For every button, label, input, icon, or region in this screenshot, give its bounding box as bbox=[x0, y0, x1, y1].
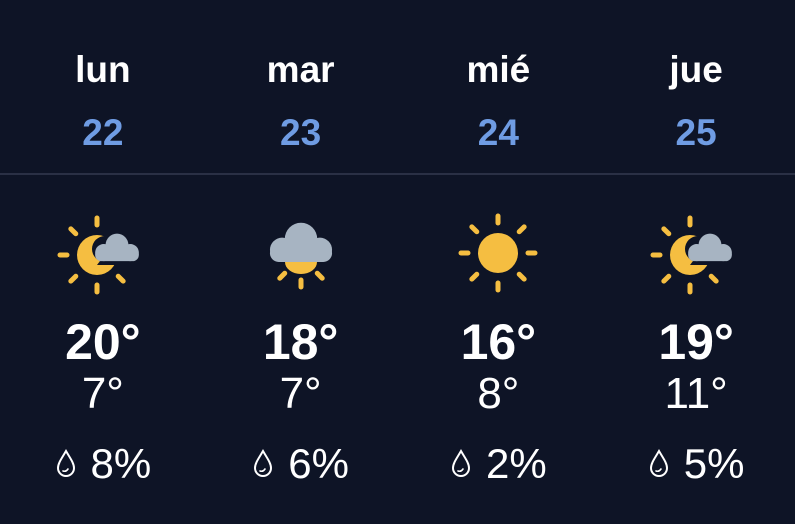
forecast-column: 18° 7° 6% bbox=[202, 205, 400, 489]
day-header-row: lun 22 mar 23 mié 24 jue 25 bbox=[0, 44, 795, 162]
day-column: jue 25 bbox=[597, 44, 795, 162]
cloudy-sun-below-icon bbox=[202, 205, 400, 301]
day-date: 23 bbox=[280, 112, 322, 153]
precip-value: 5% bbox=[683, 440, 745, 487]
day-column: mar 23 bbox=[202, 44, 400, 162]
partly-cloudy-icon bbox=[4, 205, 202, 301]
raindrop-icon bbox=[649, 449, 668, 477]
precip-value: 6% bbox=[288, 440, 349, 487]
precipitation: 2% bbox=[400, 439, 598, 489]
raindrop-icon bbox=[254, 449, 273, 477]
raindrop-icon bbox=[452, 449, 471, 477]
precipitation: 5% bbox=[597, 439, 795, 489]
high-temp: 19° bbox=[658, 314, 734, 370]
forecast-column: 19° 11° 5% bbox=[597, 205, 795, 489]
low-temp: 11° bbox=[664, 369, 728, 418]
precip-value: 8% bbox=[90, 440, 152, 487]
precipitation: 6% bbox=[202, 439, 400, 489]
day-name: jue bbox=[669, 49, 723, 90]
sunny-icon bbox=[400, 205, 598, 301]
day-date: 25 bbox=[675, 112, 717, 153]
forecast-column: 16° 8° 2% bbox=[400, 205, 598, 489]
day-name: lun bbox=[75, 49, 131, 90]
day-date: 24 bbox=[477, 112, 519, 153]
day-name: mié bbox=[466, 49, 531, 90]
partly-cloudy-icon bbox=[597, 205, 795, 301]
day-name: mar bbox=[266, 49, 335, 90]
high-temp: 18° bbox=[262, 314, 339, 370]
forecast-row: 20° 7° 8% 18° 7° 6% 16° 8° 2% 19° 11° 5% bbox=[0, 205, 795, 489]
low-temp: 8° bbox=[477, 369, 520, 418]
high-temp: 20° bbox=[65, 314, 141, 370]
day-column: mié 24 bbox=[400, 44, 598, 162]
low-temp: 7° bbox=[279, 369, 322, 418]
divider bbox=[0, 173, 795, 175]
raindrop-icon bbox=[56, 449, 75, 477]
low-temp: 7° bbox=[81, 369, 124, 418]
high-temp: 16° bbox=[460, 314, 537, 370]
day-date: 22 bbox=[82, 112, 124, 153]
forecast-column: 20° 7° 8% bbox=[4, 205, 202, 489]
day-column: lun 22 bbox=[4, 44, 202, 162]
precipitation: 8% bbox=[4, 439, 202, 489]
precip-value: 2% bbox=[486, 440, 547, 487]
